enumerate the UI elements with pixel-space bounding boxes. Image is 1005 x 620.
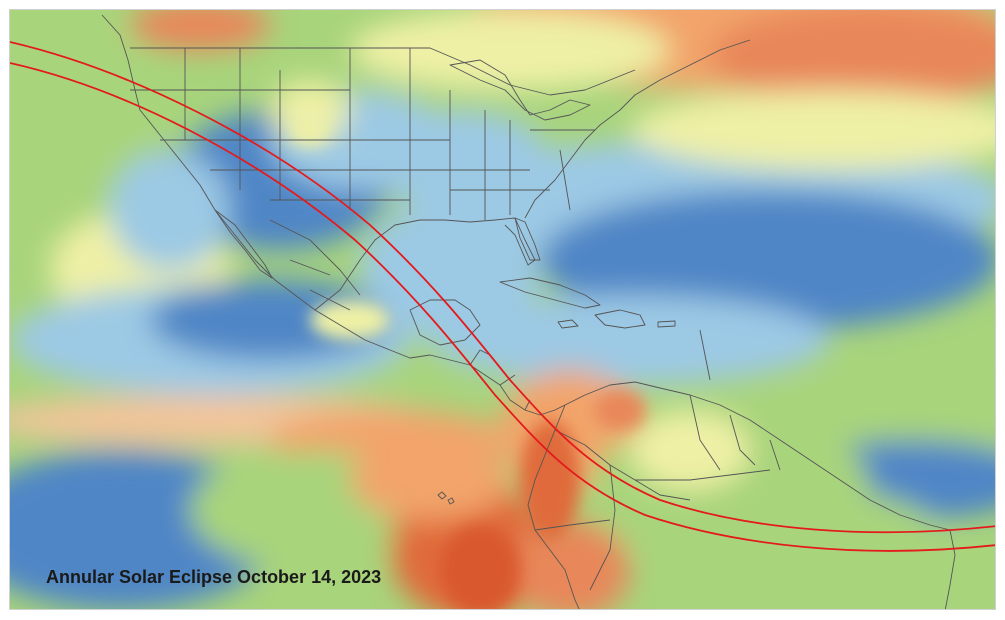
eclipse-map [9, 9, 996, 610]
eclipse-path [10, 41, 995, 552]
country-borders [101, 14, 956, 609]
jamaica [557, 319, 579, 329]
eclipse-path-south-limit [10, 62, 995, 552]
sa-borders [534, 394, 781, 591]
south-america-coast [527, 381, 956, 609]
map-canvas [10, 10, 995, 609]
great-lakes [449, 59, 591, 121]
lesser-antilles [699, 329, 711, 381]
yucatan [409, 299, 481, 346]
mexico-states [269, 219, 361, 311]
baja-peninsula [214, 209, 273, 279]
map-title: Annular Solar Eclipse October 14, 2023 [46, 567, 382, 587]
central-america [429, 349, 566, 416]
cloud-cover-detail [290, 115, 645, 609]
cuba [499, 277, 601, 309]
gulf-coast [314, 217, 536, 311]
florida [514, 217, 541, 261]
galapagos [437, 491, 455, 505]
cloud-cover-field [10, 10, 995, 609]
puerto-rico [657, 320, 676, 328]
us-east-coast [524, 39, 751, 219]
us-canada-border [130, 47, 636, 96]
hispaniola [594, 309, 646, 329]
eclipse-path-north-limit [10, 41, 995, 534]
